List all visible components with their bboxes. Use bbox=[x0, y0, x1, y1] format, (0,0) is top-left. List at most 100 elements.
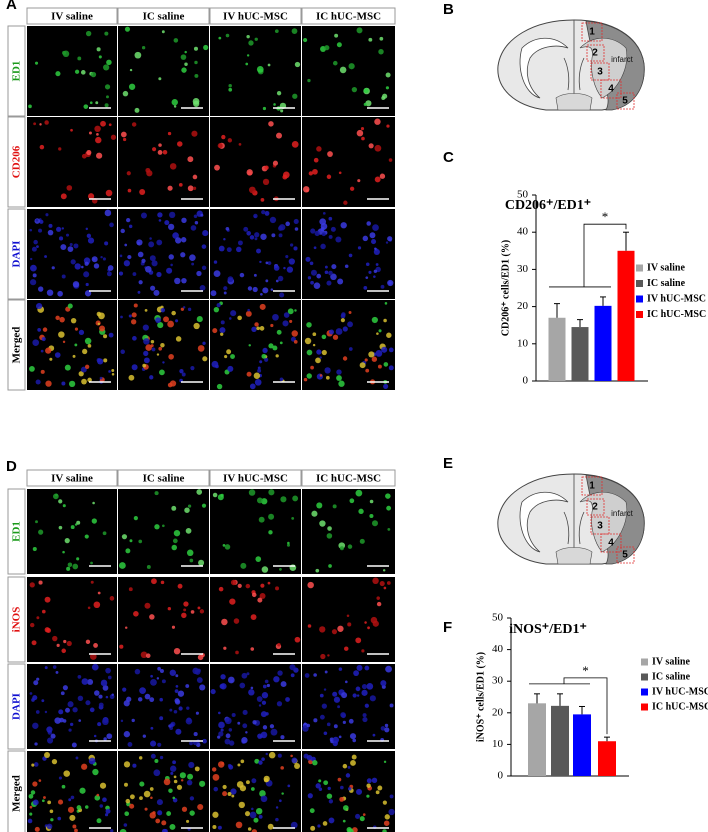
cell bbox=[374, 144, 382, 152]
cell bbox=[310, 228, 316, 234]
cell bbox=[250, 787, 255, 791]
cell bbox=[161, 679, 166, 684]
cell bbox=[385, 72, 391, 78]
cell bbox=[74, 828, 78, 832]
cell bbox=[106, 95, 109, 99]
cell bbox=[145, 653, 151, 659]
cell bbox=[337, 625, 344, 632]
cell bbox=[268, 121, 274, 127]
legend-swatch bbox=[641, 673, 648, 681]
cell bbox=[91, 256, 98, 263]
cell bbox=[290, 821, 298, 829]
cell bbox=[31, 698, 35, 702]
cell bbox=[355, 637, 362, 644]
cell bbox=[316, 349, 322, 355]
cell bbox=[138, 756, 143, 760]
cell bbox=[156, 799, 163, 806]
cell bbox=[120, 349, 125, 354]
cell bbox=[124, 26, 131, 32]
cell bbox=[169, 669, 177, 676]
cell bbox=[388, 365, 394, 371]
cell bbox=[212, 328, 218, 334]
cell bbox=[146, 565, 151, 569]
cell bbox=[55, 670, 59, 674]
column-header-box bbox=[301, 469, 396, 487]
cell bbox=[181, 67, 187, 73]
cell bbox=[137, 697, 143, 702]
y-tick-label: 10 bbox=[517, 337, 529, 349]
cell bbox=[29, 812, 33, 816]
infarct-label: infarct bbox=[611, 509, 634, 518]
cell bbox=[276, 329, 282, 335]
cell bbox=[280, 496, 287, 503]
cell bbox=[341, 312, 346, 317]
cell bbox=[150, 753, 156, 759]
cell bbox=[105, 189, 113, 197]
cell bbox=[126, 696, 132, 702]
cell bbox=[58, 776, 62, 780]
cell bbox=[322, 211, 326, 215]
cell bbox=[319, 693, 324, 698]
cell bbox=[44, 666, 48, 670]
cell bbox=[258, 704, 262, 707]
cell bbox=[336, 369, 342, 375]
cell bbox=[103, 737, 107, 741]
cell bbox=[78, 329, 85, 335]
cell bbox=[261, 210, 266, 215]
significance-bracket bbox=[583, 223, 627, 287]
cell bbox=[184, 507, 190, 513]
cell bbox=[95, 136, 102, 144]
cell bbox=[170, 765, 177, 772]
cell bbox=[104, 813, 109, 817]
row-label-box bbox=[7, 488, 26, 575]
cell bbox=[275, 354, 279, 358]
cell bbox=[356, 27, 363, 34]
cell bbox=[89, 653, 97, 660]
cell bbox=[245, 780, 250, 785]
cell bbox=[50, 818, 54, 822]
cell bbox=[388, 281, 392, 285]
cell bbox=[58, 709, 64, 715]
cell bbox=[91, 518, 97, 524]
cell bbox=[251, 807, 254, 811]
legend-label: IC saline bbox=[647, 278, 686, 289]
cell bbox=[164, 220, 170, 226]
cell bbox=[292, 495, 299, 502]
cell bbox=[276, 91, 282, 96]
cell bbox=[368, 37, 373, 42]
cell bbox=[28, 104, 32, 109]
region-label: 5 bbox=[622, 96, 628, 107]
cell bbox=[231, 794, 235, 798]
cell bbox=[155, 317, 161, 324]
cell bbox=[272, 345, 278, 351]
cell bbox=[251, 829, 258, 832]
cell bbox=[194, 766, 200, 772]
cell bbox=[226, 247, 232, 253]
column-header-box bbox=[209, 7, 302, 25]
cell bbox=[169, 163, 177, 170]
cell bbox=[215, 364, 219, 369]
cell bbox=[324, 45, 330, 51]
cell bbox=[351, 86, 358, 93]
cell bbox=[383, 318, 387, 323]
cell bbox=[388, 347, 394, 353]
cell bbox=[245, 731, 248, 734]
cell bbox=[216, 302, 221, 308]
cell bbox=[60, 691, 65, 696]
cell bbox=[220, 320, 225, 325]
cell bbox=[257, 368, 262, 373]
cell bbox=[212, 492, 218, 498]
cell bbox=[355, 813, 361, 819]
cell bbox=[305, 256, 311, 262]
cell bbox=[384, 302, 388, 305]
cell bbox=[336, 375, 342, 381]
cell bbox=[201, 503, 207, 508]
region-label: 4 bbox=[608, 538, 614, 549]
panel-letter: D bbox=[6, 458, 17, 475]
cell bbox=[263, 778, 269, 783]
cell bbox=[180, 54, 187, 60]
cell bbox=[29, 582, 35, 588]
cell bbox=[383, 362, 389, 367]
cell bbox=[96, 152, 103, 159]
cell bbox=[85, 639, 91, 645]
